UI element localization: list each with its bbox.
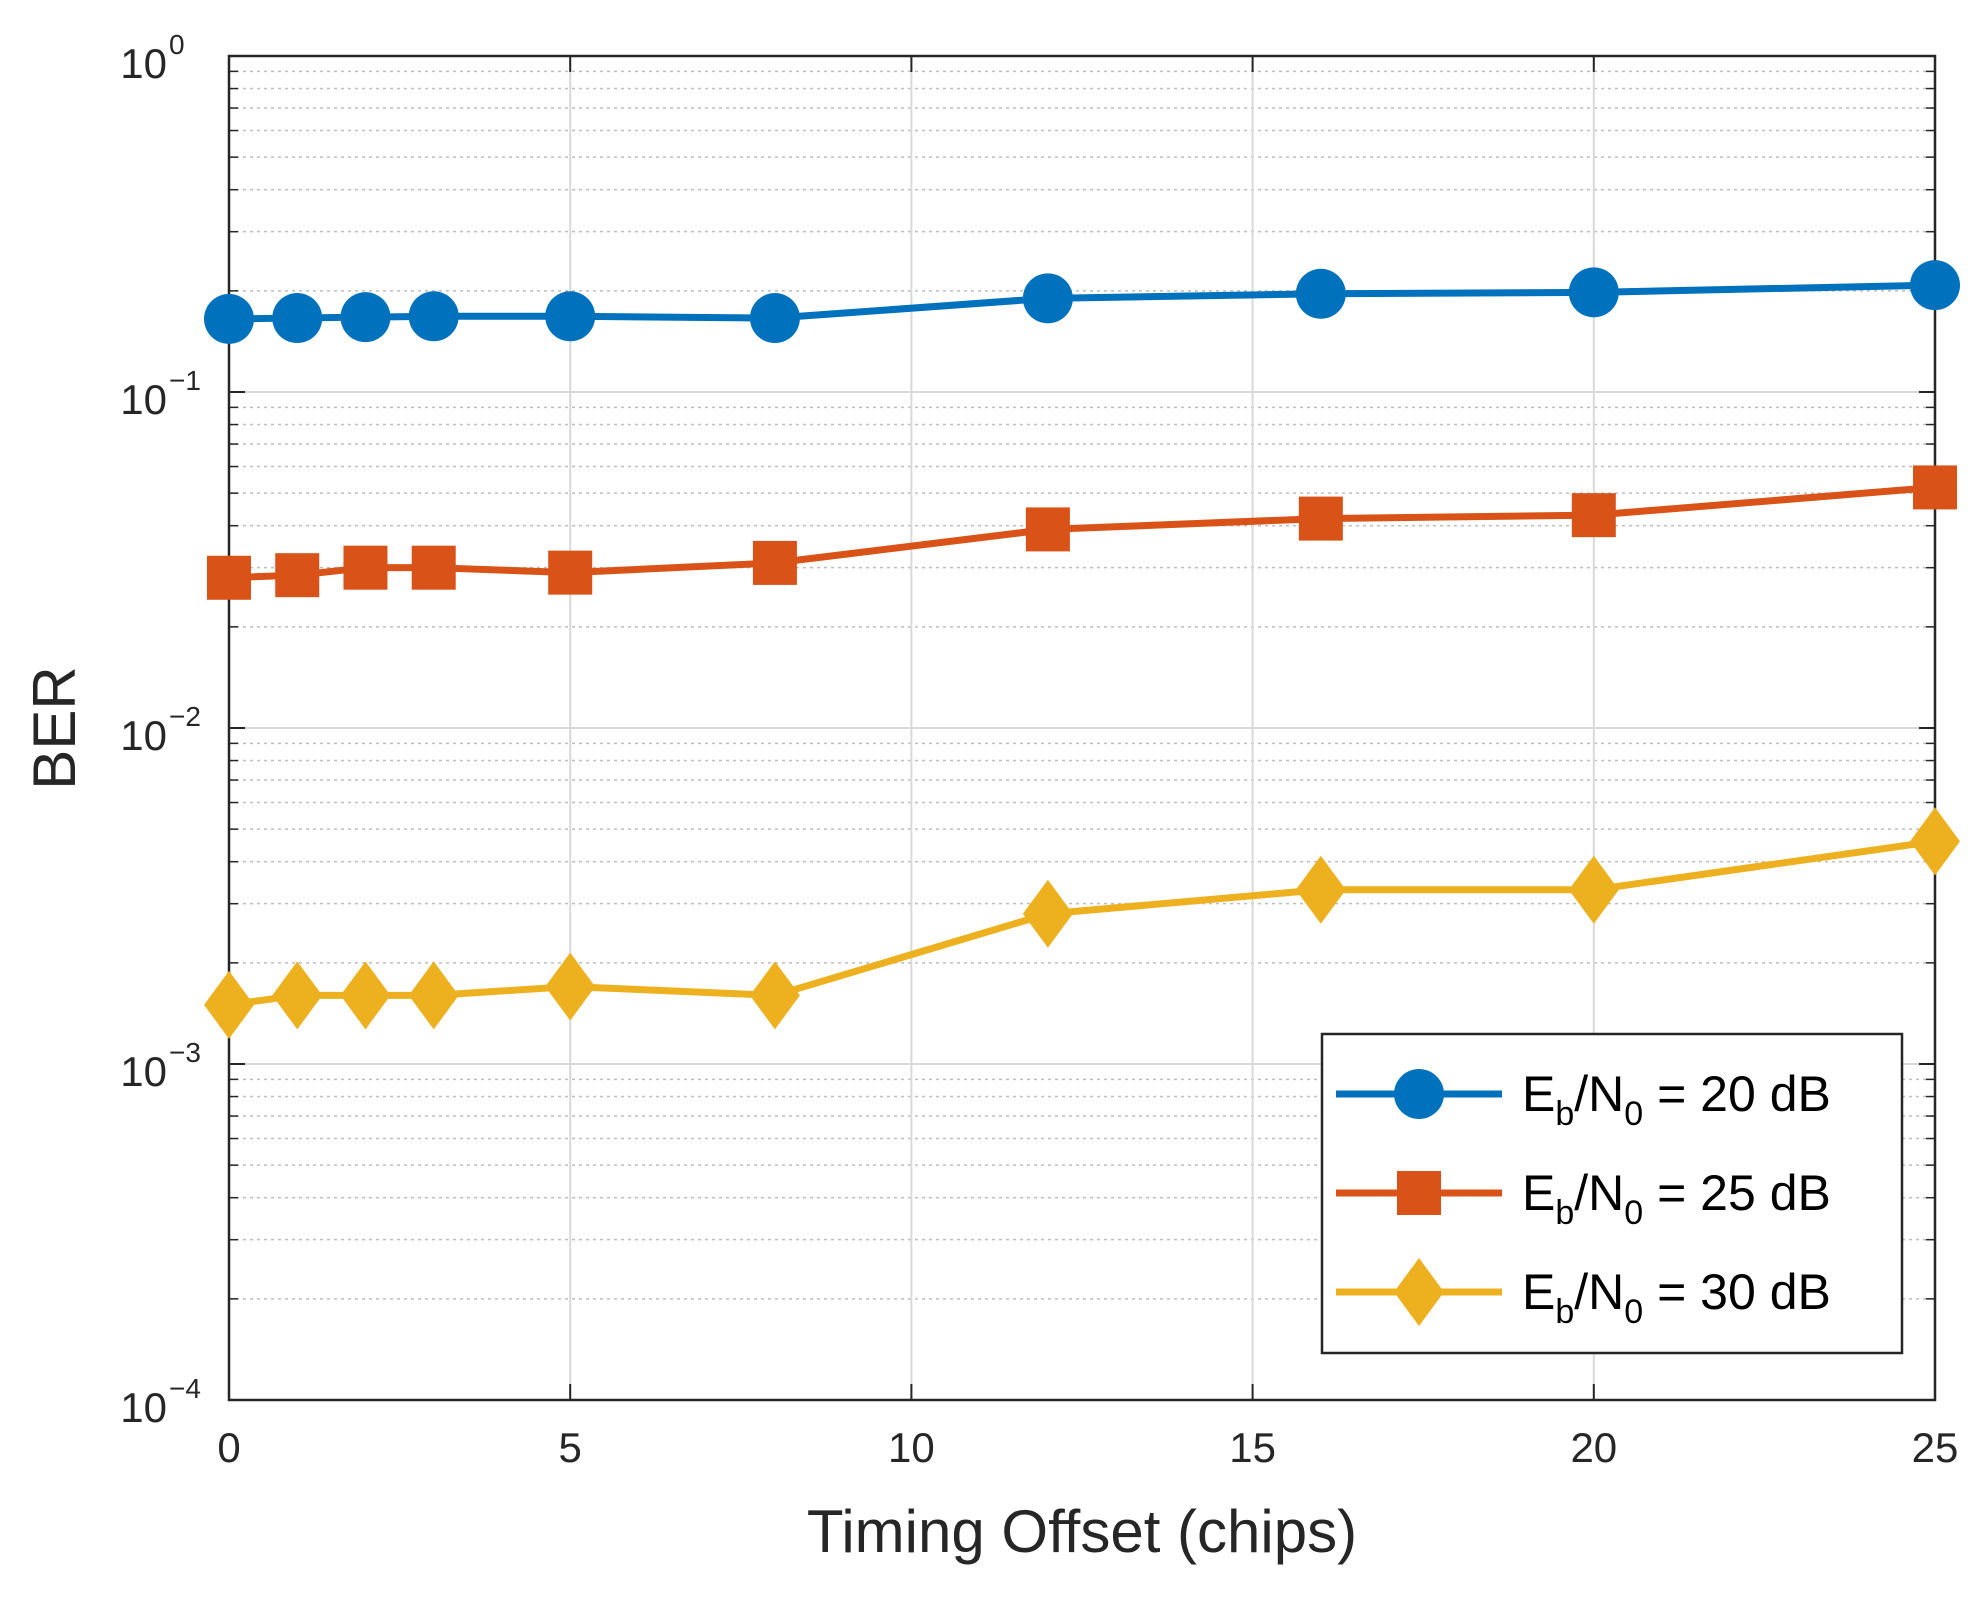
series-3-point	[340, 961, 391, 1030]
legend-text-part: /N	[1574, 1264, 1624, 1320]
series-1-point	[1295, 268, 1346, 319]
series-2-point	[1298, 496, 1343, 541]
y-tick-label: 10	[120, 1048, 167, 1095]
x-axis-title: Timing Offset (chips)	[807, 1498, 1357, 1565]
series-3-line	[228, 837, 1936, 1009]
series-3	[204, 807, 1960, 1039]
series-2-line	[228, 483, 1936, 582]
series-3-point	[545, 952, 596, 1021]
y-tick-exponent: 0	[169, 29, 185, 60]
legend-marker	[1394, 1069, 1444, 1119]
series-1	[204, 260, 1960, 344]
y-tick-label: 10	[120, 40, 167, 87]
x-tick-label: 10	[888, 1424, 935, 1471]
legend-text-part: /N	[1574, 1165, 1624, 1221]
legend-text-part: = 30 dB	[1643, 1264, 1831, 1320]
legend-marker	[1397, 1171, 1441, 1215]
series-1-point	[204, 293, 254, 344]
legend-subscript: b	[1555, 1293, 1574, 1331]
series-2	[207, 465, 1957, 600]
legend-text-part: E	[1522, 1264, 1555, 1320]
data-series	[204, 260, 1960, 1039]
legend-text-part: E	[1522, 1165, 1555, 1221]
legend-label: Eb/N0 = 30 dB	[1522, 1264, 1831, 1331]
y-tick-label: 10	[120, 712, 167, 759]
series-2-point	[1913, 465, 1957, 510]
series-2-point	[275, 553, 320, 598]
y-tick-exponent: −2	[169, 701, 201, 732]
series-1-point	[1022, 273, 1073, 324]
series-2-point	[207, 555, 251, 600]
series-1-point	[749, 293, 800, 344]
legend-subscript: b	[1555, 1095, 1574, 1133]
series-3-point	[1568, 855, 1619, 924]
series-2-point	[411, 545, 456, 590]
series-3-point	[1910, 807, 1960, 876]
legend-subscript: 0	[1624, 1095, 1643, 1133]
legend-text-part: E	[1522, 1066, 1555, 1122]
legend-subscript: 0	[1624, 1194, 1643, 1232]
legend-item-2: Eb/N0 = 25 dB	[1336, 1165, 1831, 1232]
series-1-point	[272, 293, 323, 344]
series-3-point	[408, 961, 459, 1030]
legend-text-part: /N	[1574, 1066, 1624, 1122]
legend-label: Eb/N0 = 20 dB	[1522, 1066, 1831, 1133]
legend-subscript: b	[1555, 1194, 1574, 1232]
series-2-point	[548, 550, 593, 595]
series-1-line	[228, 281, 1936, 323]
y-axis-title: BER	[21, 666, 88, 789]
y-tick-exponent: −4	[169, 1373, 201, 1404]
legend-marker	[1394, 1258, 1444, 1326]
legend-subscript: 0	[1624, 1293, 1643, 1331]
legend-item-3: Eb/N0 = 30 dB	[1336, 1258, 1831, 1331]
series-3-point	[272, 961, 323, 1030]
y-tick-exponent: −3	[169, 1037, 201, 1068]
legend-label: Eb/N0 = 25 dB	[1522, 1165, 1831, 1232]
y-tick-label: 10	[120, 376, 167, 423]
series-2-point	[752, 540, 797, 585]
series-2-point	[1571, 493, 1616, 538]
axis-ticks: 10−410−310−210−110 00 5 10 15 20 25	[120, 29, 1958, 1471]
series-1-point	[1568, 267, 1619, 318]
legend-text-part: = 20 dB	[1643, 1066, 1831, 1122]
x-tick-label: 5	[559, 1424, 582, 1471]
y-tick-label: 10	[120, 1384, 167, 1431]
x-tick-label: 25	[1912, 1424, 1959, 1471]
x-tick-label: 15	[1229, 1424, 1276, 1471]
y-tick-exponent: −1	[169, 365, 201, 396]
series-2-point	[343, 545, 388, 590]
series-3-point	[204, 970, 254, 1039]
series-1-point	[340, 292, 391, 343]
legend-item-1: Eb/N0 = 20 dB	[1336, 1066, 1831, 1133]
series-1-point	[1910, 260, 1960, 311]
series-3-point	[1295, 855, 1346, 924]
x-tick-label: 20	[1570, 1424, 1617, 1471]
series-3-point	[749, 961, 800, 1030]
series-1-point	[545, 291, 596, 342]
series-2-point	[1025, 507, 1070, 552]
series-3-point	[1022, 879, 1073, 948]
series-1-point	[408, 291, 459, 342]
x-tick-label: 0	[217, 1424, 240, 1471]
legend-text-part: = 25 dB	[1643, 1165, 1831, 1221]
